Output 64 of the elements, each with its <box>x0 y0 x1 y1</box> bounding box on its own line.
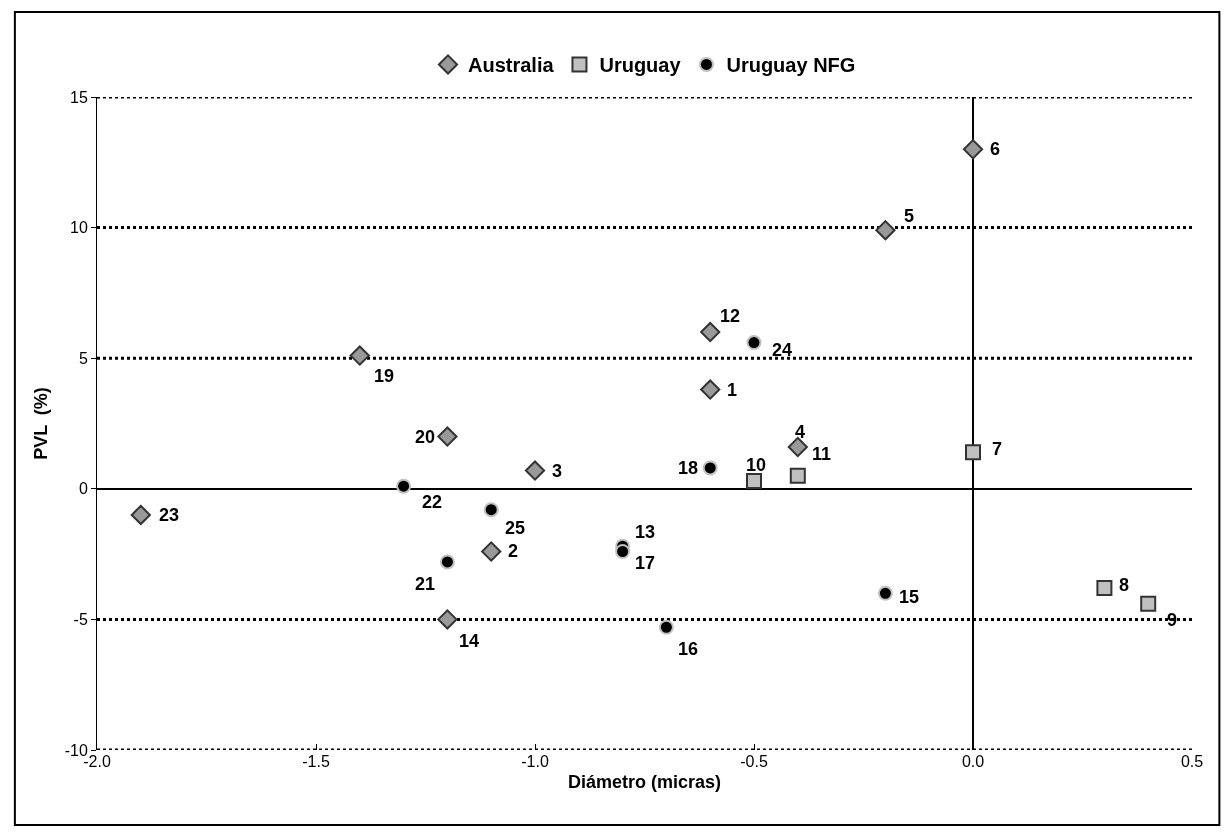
annotation: 8 <box>1119 575 1130 595</box>
annotation: 19 <box>374 366 395 386</box>
point <box>481 541 502 562</box>
point <box>1096 580 1113 597</box>
point <box>962 139 984 160</box>
y-tick-label: 5 <box>78 349 88 367</box>
point <box>875 220 896 241</box>
point <box>437 426 458 447</box>
point <box>700 321 721 343</box>
annotation: 17 <box>635 553 656 573</box>
annotation: 3 <box>552 461 563 481</box>
legend-label: Uruguay <box>599 54 682 77</box>
y-axis-title: PVL (%) <box>30 387 51 460</box>
y-tick-label: 15 <box>70 88 88 106</box>
point <box>746 335 762 351</box>
legend-label: Uruguay NFG <box>726 54 856 77</box>
annotation: 12 <box>720 306 741 326</box>
annotation: 13 <box>635 522 656 542</box>
point <box>396 478 412 494</box>
annotation: 6 <box>990 139 1001 159</box>
point <box>1140 595 1157 612</box>
point <box>877 585 893 601</box>
annotation: 10 <box>746 455 767 475</box>
y-tick-label: -10 <box>64 741 88 759</box>
annotation: 22 <box>422 492 443 512</box>
x-axis-title: Diámetro (micras) <box>567 772 722 793</box>
annotation: 4 <box>795 422 806 442</box>
y-tick-label: -5 <box>73 611 88 628</box>
x-tick-label: -1.5 <box>302 753 330 770</box>
point <box>437 609 458 630</box>
point <box>439 554 455 570</box>
y-tick-label: 10 <box>70 219 88 237</box>
annotation: 25 <box>505 518 526 538</box>
y-tick-label: 0 <box>78 480 88 498</box>
annotation: 15 <box>899 587 920 607</box>
annotation: 18 <box>678 458 699 478</box>
point <box>483 502 499 518</box>
annotation: 23 <box>159 505 180 525</box>
point <box>746 472 762 489</box>
x-tick-label: 0.5 <box>1180 753 1204 770</box>
annotation: 14 <box>459 631 480 651</box>
point <box>349 345 370 366</box>
point <box>700 379 721 400</box>
x-tick-label: -0.5 <box>740 753 768 770</box>
point <box>130 504 151 526</box>
point <box>524 460 546 481</box>
x-tick-label: -1.0 <box>521 753 549 770</box>
annotation: 11 <box>812 444 832 464</box>
point <box>615 543 631 559</box>
point <box>702 460 718 476</box>
annotation: 5 <box>904 206 915 226</box>
legend-label: Australia <box>468 54 555 77</box>
annotation: 1 <box>727 380 738 400</box>
annotation: 2 <box>508 541 519 561</box>
point <box>789 467 806 484</box>
annotation: 7 <box>992 439 1003 459</box>
x-tick-label: 0.0 <box>961 753 985 770</box>
point <box>787 436 808 458</box>
point <box>658 619 674 635</box>
annotation: 24 <box>772 340 793 360</box>
annotation: 20 <box>415 427 436 447</box>
annotation: 21 <box>415 574 436 594</box>
annotation: 16 <box>678 639 699 659</box>
point <box>965 444 981 461</box>
